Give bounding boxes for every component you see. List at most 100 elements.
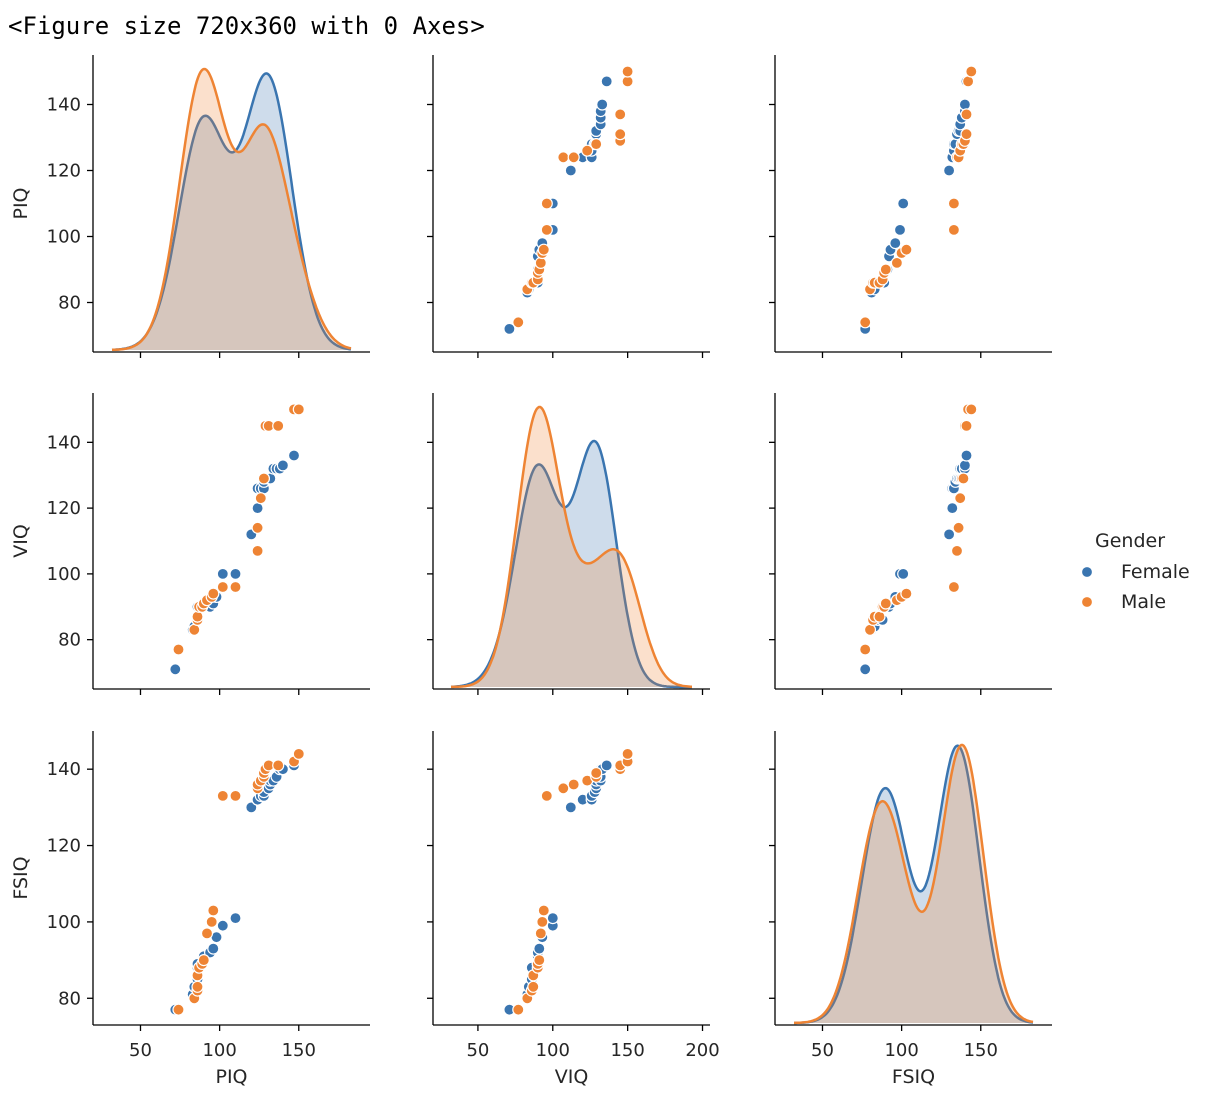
kde-line-male-piq bbox=[112, 67, 352, 352]
x-tick-label: 50 bbox=[466, 1040, 489, 1061]
scatter-point-male bbox=[251, 544, 264, 558]
scatter-point-male bbox=[216, 789, 229, 803]
y-tick-label: 80 bbox=[58, 293, 81, 314]
y-tick-label: 140 bbox=[47, 95, 81, 116]
scatter-point-male bbox=[900, 243, 913, 256]
scatter-point-female bbox=[207, 942, 220, 955]
scatter-point-female bbox=[942, 528, 956, 541]
scatter-point-female bbox=[893, 223, 907, 236]
scatter-point-male bbox=[957, 472, 970, 485]
scatter-point-male bbox=[900, 587, 913, 600]
scatter-point-female bbox=[897, 197, 910, 210]
scatter-point-female bbox=[600, 75, 613, 88]
scatter-point-male bbox=[965, 403, 978, 416]
scatter-point-female bbox=[960, 449, 973, 462]
x-tick-label: 150 bbox=[964, 1040, 998, 1061]
scatter-point-male bbox=[950, 544, 964, 558]
kde-fill-male-viq bbox=[451, 407, 692, 687]
scatter-point-male bbox=[614, 128, 627, 141]
y-tick-label: 100 bbox=[47, 564, 81, 585]
x-tick-label: 50 bbox=[811, 1040, 834, 1061]
scatter-point-female bbox=[229, 911, 242, 925]
scatter-point-male bbox=[952, 521, 965, 534]
kde-line-male-fsiq bbox=[794, 743, 1034, 1025]
x-tick-label: 200 bbox=[685, 1040, 719, 1061]
y-tick-label: 120 bbox=[47, 498, 81, 519]
kde-fill-female-viq bbox=[451, 441, 692, 687]
scatter-point-male bbox=[254, 492, 267, 505]
scatter-point-male bbox=[954, 492, 967, 505]
x-axis-title-fsiq: FSIQ bbox=[892, 1066, 935, 1088]
kde-fill-female-piq bbox=[112, 73, 351, 351]
scatter-point-male bbox=[534, 927, 547, 940]
x-tick-label: 100 bbox=[202, 1040, 236, 1061]
scatter-point-male bbox=[172, 643, 185, 656]
panel-VIQ-vs-PIQ: 80 100 120 140 VIQ bbox=[10, 393, 370, 695]
legend-title: Gender bbox=[1095, 530, 1165, 552]
scatter-point-male bbox=[536, 915, 549, 929]
scatter-point-male bbox=[172, 1003, 185, 1016]
x-tick-label: 50 bbox=[129, 1040, 152, 1061]
scatter-point-male bbox=[540, 197, 553, 210]
scatter-point-male bbox=[229, 789, 242, 803]
legend-marker-male bbox=[1080, 595, 1094, 609]
scatter-point-female bbox=[958, 98, 972, 111]
scatter-point-female bbox=[169, 663, 182, 676]
scatter-point-male bbox=[859, 643, 872, 656]
scatter-point-male bbox=[590, 766, 603, 780]
x-axis-title-viq: VIQ bbox=[555, 1066, 589, 1088]
y-axis-title-viq: VIQ bbox=[10, 524, 32, 558]
scatter-point-female bbox=[533, 942, 546, 955]
kde-line-female-fsiq bbox=[794, 744, 1034, 1025]
panel-FSIQ-vs-VIQ: 50 100 150 200 VIQ bbox=[427, 731, 720, 1088]
scatter-point-male bbox=[292, 747, 305, 761]
scatter-point-female bbox=[564, 164, 577, 177]
scatter-point-female bbox=[503, 322, 516, 335]
scatter-point-male bbox=[879, 263, 892, 276]
y-tick-label: 100 bbox=[47, 912, 81, 933]
legend-label-female: Female bbox=[1121, 561, 1190, 583]
scatter-point-female bbox=[958, 459, 972, 472]
scatter-point-female bbox=[942, 164, 956, 177]
scatter-point-male bbox=[581, 144, 594, 157]
y-tick-label: 140 bbox=[47, 432, 81, 453]
scatter-point-male bbox=[567, 151, 580, 164]
scatter-point-male bbox=[527, 980, 540, 993]
scatter-point-male bbox=[191, 980, 204, 993]
legend-label-male: Male bbox=[1121, 591, 1166, 613]
scatter-point-male bbox=[879, 597, 892, 610]
scatter-point-female bbox=[596, 98, 609, 111]
scatter-point-male bbox=[197, 953, 210, 967]
scatter-point-male bbox=[207, 587, 220, 600]
y-tick-label: 100 bbox=[47, 227, 81, 248]
scatter-point-male bbox=[557, 782, 570, 795]
scatter-point-male bbox=[200, 927, 214, 940]
scatter-point-male bbox=[965, 65, 978, 78]
scatter-point-male bbox=[621, 65, 634, 78]
panel-VIQ-vs-FSIQ bbox=[769, 393, 1052, 695]
scatter-point-male bbox=[614, 108, 627, 121]
kde-line-male-viq bbox=[451, 405, 692, 689]
scatter-point-male bbox=[292, 403, 305, 416]
kde-fill-male-piq bbox=[112, 69, 351, 350]
scatter-point-male bbox=[590, 138, 603, 151]
scatter-point-male bbox=[557, 151, 570, 164]
y-tick-label: 80 bbox=[58, 630, 81, 651]
kde-fill-male-fsiq bbox=[794, 745, 1033, 1023]
scatter-point-male bbox=[947, 197, 961, 210]
y-tick-label: 140 bbox=[47, 759, 81, 780]
scatter-point-female bbox=[287, 449, 301, 462]
scatter-point-female bbox=[229, 567, 242, 581]
y-tick-label: 120 bbox=[47, 161, 81, 182]
scatter-point-female bbox=[600, 759, 613, 772]
scatter-point-female bbox=[216, 567, 229, 581]
scatter-point-male bbox=[205, 915, 218, 929]
scatter-point-male bbox=[533, 953, 546, 967]
scatter-point-male bbox=[540, 789, 553, 803]
y-axis-title-piq: PIQ bbox=[10, 187, 32, 219]
scatter-point-male bbox=[947, 223, 961, 236]
scatter-point-male bbox=[537, 904, 550, 917]
scatter-point-male bbox=[512, 316, 525, 329]
scatter-point-male bbox=[272, 759, 285, 772]
panel-PIQ-vs-VIQ bbox=[427, 55, 710, 358]
